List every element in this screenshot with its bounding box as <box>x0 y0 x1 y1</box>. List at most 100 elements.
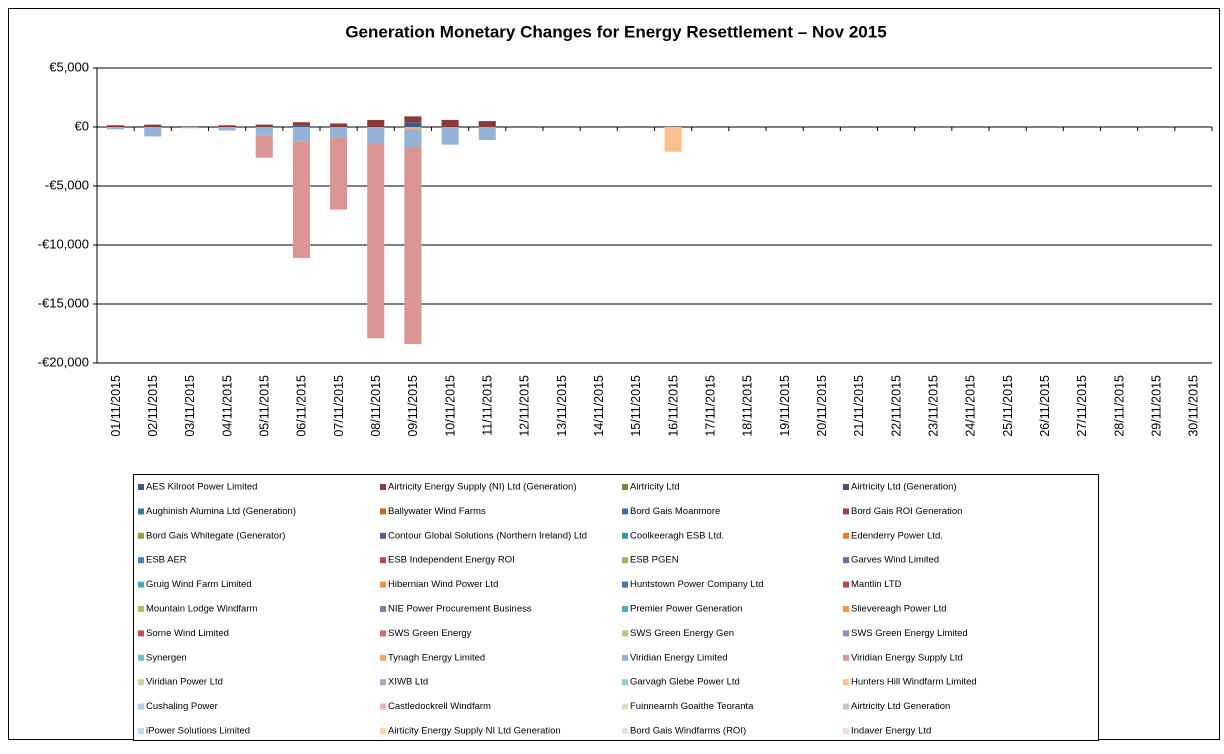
legend-label: Aughinish Alumina Ltd (Generation) <box>146 506 296 517</box>
legend-marker <box>380 484 386 490</box>
bar-segment <box>181 127 199 129</box>
x-tick-label: 24/11/2015 <box>964 375 978 437</box>
x-tick-label: 28/11/2015 <box>1112 375 1126 437</box>
legend-marker <box>622 703 628 710</box>
legend-label: Edenderry Power Ltd. <box>851 530 943 541</box>
legend-marker <box>843 630 849 637</box>
legend-label: ESB Independent Energy ROI <box>388 555 515 566</box>
x-tick-label: 18/11/2015 <box>741 375 755 437</box>
legend-marker <box>380 679 386 686</box>
legend-label: Airtricity Energy Supply (NI) Ltd (Gener… <box>388 482 576 493</box>
x-tick-label: 07/11/2015 <box>332 375 346 437</box>
legend-label: Tynagh Energy Limited <box>388 652 485 663</box>
legend-label: ESB PGEN <box>630 555 679 566</box>
legend-marker <box>138 484 144 490</box>
y-tick-label: -€5,000 <box>45 177 89 192</box>
x-tick-label: 15/11/2015 <box>629 375 643 437</box>
legend-marker <box>843 484 849 490</box>
legend-marker <box>380 606 386 612</box>
bar-segment <box>367 119 385 127</box>
legend-marker <box>843 654 849 661</box>
legend-label: Mantlin LTD <box>851 579 902 590</box>
bar-segment <box>330 137 348 210</box>
legend-label: NIE Power Procurement Business <box>388 604 532 615</box>
legend-marker <box>622 581 628 588</box>
bar-segment <box>144 127 162 137</box>
bar-segment <box>478 121 496 127</box>
legend-box <box>133 474 1099 741</box>
y-tick-label: €0 <box>75 118 89 133</box>
x-tick-label: 17/11/2015 <box>704 375 718 437</box>
bar-segment <box>404 116 422 123</box>
legend-marker <box>138 679 144 686</box>
x-tick-label: 06/11/2015 <box>295 375 309 437</box>
legend-label: SWS Green Energy Gen <box>630 628 734 639</box>
legend-label: Bord Gais Whitegate (Generator) <box>146 530 285 541</box>
legend-marker <box>622 679 628 686</box>
legend-label: Bord Gais Windfarms (ROI) <box>630 726 746 737</box>
legend-marker <box>380 557 386 564</box>
bar-segment <box>218 127 236 131</box>
legend-marker <box>843 581 849 588</box>
legend-marker <box>138 703 144 710</box>
legend-label: Indaver Energy Ltd <box>851 726 931 737</box>
bar-segment <box>367 143 385 339</box>
legend-marker <box>622 508 628 515</box>
bar-segment <box>255 127 273 136</box>
legend-label: Hunters Hill Windfarm Limited <box>851 677 977 688</box>
legend-label: Hibernian Wind Power Ltd <box>388 579 498 590</box>
legend-marker <box>622 557 628 564</box>
legend-marker <box>622 654 628 661</box>
bar-segment <box>664 127 682 152</box>
bar-segment <box>292 125 310 127</box>
legend-label: Mountain Lodge Windfarm <box>146 604 258 615</box>
bar-segment <box>255 135 273 158</box>
legend-marker <box>843 557 849 564</box>
legend-marker <box>622 532 628 539</box>
legend-marker <box>138 532 144 539</box>
bar-segment <box>404 127 422 130</box>
bar-segment <box>144 124 162 127</box>
legend-marker <box>380 654 386 661</box>
x-tick-label: 08/11/2015 <box>369 375 383 437</box>
x-tick-label: 14/11/2015 <box>592 375 606 437</box>
legend-marker <box>138 557 144 564</box>
y-tick-label: -€10,000 <box>38 236 89 251</box>
legend-marker <box>380 532 386 539</box>
legend-marker <box>622 484 628 490</box>
legend-marker <box>843 679 849 686</box>
legend-label: ESB AER <box>146 555 187 566</box>
legend-label: Airticity Energy Supply NI Ltd Generatio… <box>388 726 561 737</box>
legend-label: Bord Gais Moanmore <box>630 506 720 517</box>
bar-segment <box>367 127 385 144</box>
legend-label: Slievereagh Power Ltd <box>851 604 947 615</box>
chart-title: Generation Monetary Changes for Energy R… <box>345 22 886 41</box>
bar-segment <box>292 122 310 126</box>
legend-label: Fuinnearnh Goaithe Teoranta <box>630 701 754 712</box>
x-tick-label: 23/11/2015 <box>927 375 941 437</box>
bar-segment <box>404 147 422 345</box>
legend-label: Coolkeeragh ESB Ltd. <box>630 530 724 541</box>
legend-label: Synergen <box>146 652 187 663</box>
legend-marker <box>843 532 849 539</box>
legend-marker <box>380 508 386 515</box>
x-tick-label: 02/11/2015 <box>146 375 160 437</box>
x-tick-label: 30/11/2015 <box>1187 375 1201 437</box>
legend-label: Viridian Energy Limited <box>630 652 728 663</box>
legend-label: Castledockrell Windfarm <box>388 701 491 712</box>
x-tick-label: 11/11/2015 <box>481 375 495 436</box>
x-tick-label: 19/11/2015 <box>778 375 792 437</box>
legend-label: Airtricity Ltd (Generation) <box>851 482 957 493</box>
x-tick-label: 29/11/2015 <box>1150 375 1164 437</box>
legend-label: Huntstown Power Company Ltd <box>630 579 764 590</box>
x-tick-label: 25/11/2015 <box>1001 375 1015 437</box>
legend-marker <box>380 630 386 637</box>
legend-marker <box>380 581 386 588</box>
legend-label: Gruig Wind Farm Limited <box>146 579 252 590</box>
legend-marker <box>622 630 628 637</box>
x-tick-label: 03/11/2015 <box>183 375 197 437</box>
legend-marker <box>138 654 144 661</box>
bar-segment <box>107 127 125 130</box>
x-tick-label: 21/11/2015 <box>852 375 866 437</box>
legend-label: Airtricity Ltd Generation <box>851 701 950 712</box>
